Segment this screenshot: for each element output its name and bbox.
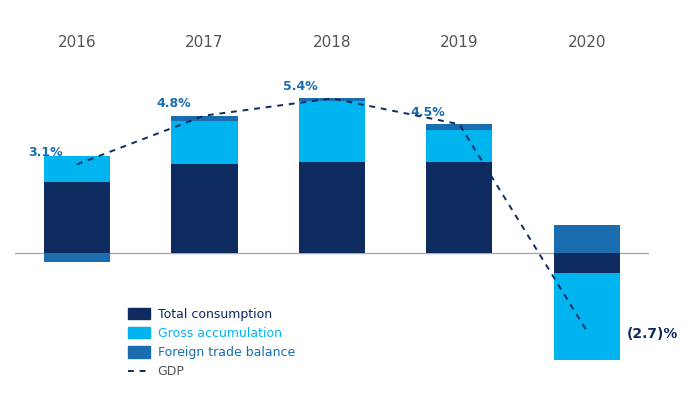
Bar bbox=[171, 121, 237, 164]
Text: 4.5%: 4.5% bbox=[411, 106, 445, 119]
Text: (2.7)%: (2.7)% bbox=[626, 327, 678, 341]
Bar bbox=[299, 101, 365, 162]
Text: 4.8%: 4.8% bbox=[156, 98, 191, 111]
Text: 3.1%: 3.1% bbox=[29, 146, 63, 159]
Bar bbox=[553, 273, 620, 359]
Bar bbox=[426, 130, 493, 162]
Bar bbox=[426, 124, 493, 130]
Bar bbox=[44, 181, 110, 254]
Bar bbox=[426, 162, 493, 254]
Bar bbox=[44, 254, 110, 262]
Bar bbox=[171, 164, 237, 254]
Legend: Total consumption, Gross accumulation, Foreign trade balance, GDP: Total consumption, Gross accumulation, F… bbox=[122, 303, 300, 383]
Bar bbox=[44, 156, 110, 181]
Text: 5.4%: 5.4% bbox=[283, 80, 318, 93]
Bar bbox=[553, 254, 620, 273]
Bar bbox=[553, 225, 620, 254]
Bar bbox=[299, 162, 365, 254]
Bar bbox=[171, 116, 237, 121]
Bar bbox=[299, 98, 365, 101]
